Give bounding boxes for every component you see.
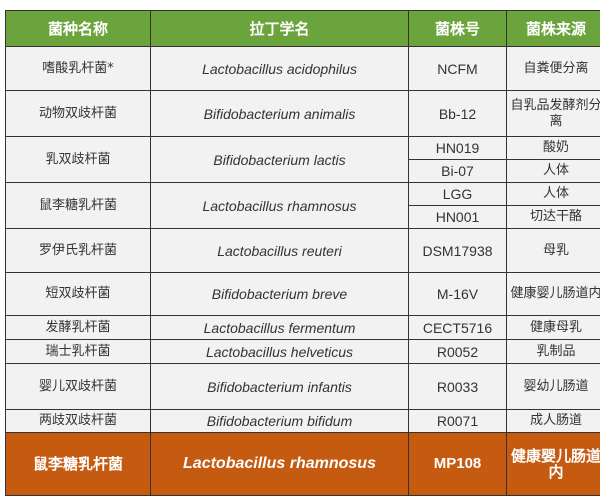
strain-source: 自粪便分离 (506, 46, 600, 91)
strain-source: 人体 (506, 182, 600, 206)
table-row: 短双歧杆菌 Bifidobacterium breve M-16V 健康婴儿肠道内 (5, 272, 600, 316)
header-species: 菌种名称 (5, 10, 151, 47)
strain-source: 婴幼儿肠道 (506, 363, 600, 410)
latin-name: Bifidobacterium lactis (150, 136, 409, 183)
strain-code: R0033 (408, 363, 507, 410)
latin-name: Lactobacillus helveticus (150, 339, 409, 364)
table-row: 动物双歧杆菌 Bifidobacterium animalis Bb-12 自乳品发酵… (5, 90, 600, 137)
latin-name: Lactobacillus acidophilus (150, 46, 409, 91)
table-row: 两歧双歧杆菌 Bifidobacterium bifidum R0071 成人肠道 (5, 409, 600, 433)
strain-source: 母乳 (506, 228, 600, 273)
strain-code: HN001 (408, 205, 507, 229)
species-name: 瑞士乳杆菌 (5, 339, 151, 364)
latin-name: Bifidobacterium animalis (150, 90, 409, 137)
strain-code: CECT5716 (408, 315, 507, 340)
latin-name: Lactobacillus reuteri (150, 228, 409, 273)
table-row: 嗜酸乳杆菌* Lactobacillus acidophilus NCFM 自粪便分离 (5, 46, 600, 91)
species-name: 婴儿双歧杆菌 (5, 363, 151, 410)
strain-source: 成人肠道 (506, 409, 600, 433)
table-row: 瑞士乳杆菌 Lactobacillus helveticus R0052 乳制品 (5, 339, 600, 364)
table-row: 罗伊氏乳杆菌 Lactobacillus reuteri DSM17938 母乳 (5, 228, 600, 273)
header-latin: 拉丁学名 (150, 10, 409, 47)
table-row: 鼠李糖乳杆菌 Lactobacillus rhamnosus LGG 人体 (5, 182, 600, 229)
header-row: 菌种名称 拉丁学名 菌株号 菌株来源 (5, 10, 600, 47)
table-row: 婴儿双歧杆菌 Bifidobacterium infantis R0033 婴幼儿肠道 (5, 363, 600, 410)
species-name: 鼠李糖乳杆菌 (5, 182, 151, 229)
strain-code: Bi-07 (408, 159, 507, 183)
strain-source: 切达干酪 (506, 205, 600, 229)
table-row: Bi-07 人体 (6, 159, 600, 183)
strain-code: LGG (408, 182, 507, 206)
species-name: 乳双歧杆菌 (5, 136, 151, 183)
highlight-row: 鼠李糖乳杆菌 Lactobacillus rhamnosus MP108 健康婴儿肠道… (5, 432, 600, 496)
strain-source: 乳制品 (506, 339, 600, 364)
table-row: 发酵乳杆菌 Lactobacillus fermentum CECT5716 健康母乳 (5, 315, 600, 340)
species-name: 短双歧杆菌 (5, 272, 151, 316)
highlight-latin-name: Lactobacillus rhamnosus (150, 432, 409, 496)
header-strain: 菌株号 (408, 10, 507, 47)
strain-source: 自乳品发酵剂分离 (506, 90, 600, 137)
species-name: 动物双歧杆菌 (5, 90, 151, 137)
strain-source: 酸奶 (506, 136, 600, 160)
species-name: 发酵乳杆菌 (5, 315, 151, 340)
highlight-species-name: 鼠李糖乳杆菌 (5, 432, 151, 496)
highlight-strain-source: 健康婴儿肠道内 (506, 432, 600, 496)
strain-source: 健康婴儿肠道内 (506, 272, 600, 316)
header-source: 菌株来源 (506, 10, 600, 47)
species-name: 嗜酸乳杆菌* (5, 46, 151, 91)
strain-source: 健康母乳 (506, 315, 600, 340)
species-name: 两歧双歧杆菌 (5, 409, 151, 433)
strain-code: NCFM (408, 46, 507, 91)
strain-code: R0052 (408, 339, 507, 364)
strain-source: 人体 (506, 159, 600, 183)
strain-code: M-16V (408, 272, 507, 316)
latin-name: Bifidobacterium infantis (150, 363, 409, 410)
latin-name: Lactobacillus fermentum (150, 315, 409, 340)
strain-code: R0071 (408, 409, 507, 433)
table-row: 乳双歧杆菌 Bifidobacterium lactis HN019 酸奶 (5, 136, 600, 183)
strain-code: HN019 (408, 136, 507, 160)
species-name: 罗伊氏乳杆菌 (5, 228, 151, 273)
highlight-strain-code: MP108 (408, 432, 507, 496)
strain-code: DSM17938 (408, 228, 507, 273)
probiotic-strain-table: 菌种名称 拉丁学名 菌株号 菌株来源 嗜酸乳杆菌* Lactobacillus a… (5, 10, 600, 496)
strain-code: Bb-12 (408, 90, 507, 137)
latin-name: Bifidobacterium bifidum (150, 409, 409, 433)
latin-name: Bifidobacterium breve (150, 272, 409, 316)
latin-name: Lactobacillus rhamnosus (150, 182, 409, 229)
